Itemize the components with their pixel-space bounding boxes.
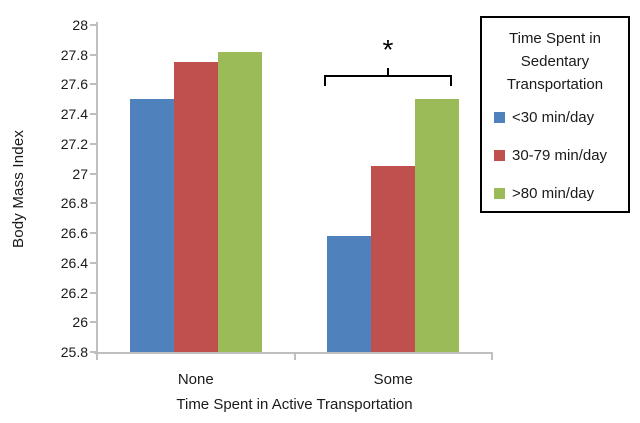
y-tick-label: 27.6 xyxy=(60,76,88,93)
x-tick-mark xyxy=(491,354,493,360)
y-tick-mark xyxy=(90,202,96,205)
y-tick-mark xyxy=(90,142,96,145)
legend-color-swatch xyxy=(494,150,505,161)
y-tick-mark xyxy=(90,24,96,26)
y-tick-mark xyxy=(90,83,96,86)
legend-entry-label: 30-79 min/day xyxy=(512,147,608,164)
bar xyxy=(327,236,372,352)
y-tick-mark xyxy=(90,53,96,56)
y-tick-label: 26.4 xyxy=(60,254,88,271)
category-label: None xyxy=(177,371,214,388)
y-tick-label: 28 xyxy=(72,17,88,33)
y-tick-label: 27.4 xyxy=(60,106,88,123)
y-tick-label: 25.8 xyxy=(60,344,88,360)
legend-entries: <30 min/day 30-79 min/day >80 min/day xyxy=(482,109,628,202)
bar xyxy=(371,166,416,352)
y-tick-label: 26.2 xyxy=(60,284,88,301)
legend-color-swatch xyxy=(494,188,505,199)
x-axis-title: Time Spent in Active Transportation xyxy=(176,396,413,413)
y-tick-label: 26.8 xyxy=(60,195,88,212)
y-axis-title: Body Mass Index xyxy=(10,129,27,248)
legend-entry-label: >80 min/day xyxy=(512,185,595,202)
legend-entry-label: <30 min/day xyxy=(512,109,595,126)
x-tick-mark xyxy=(96,354,98,360)
legend-entry: >80 min/day xyxy=(494,185,628,202)
category-label: Some xyxy=(373,371,413,388)
bar xyxy=(173,62,218,352)
plot-area xyxy=(97,25,492,352)
y-tick-mark xyxy=(90,232,96,235)
y-tick-mark xyxy=(90,172,96,175)
x-axis-line xyxy=(94,352,493,354)
bar xyxy=(129,99,174,352)
y-tick-label: 27 xyxy=(72,165,88,182)
y-tick-mark xyxy=(90,291,96,294)
bracket-center-tick xyxy=(387,68,389,77)
bar xyxy=(217,51,262,352)
legend-title: Time Spent in Sedentary Transportation xyxy=(506,30,604,93)
y-tick-label: 26 xyxy=(72,314,88,331)
y-tick-mark xyxy=(90,113,96,116)
y-tick-mark xyxy=(90,321,96,324)
y-tick-mark xyxy=(90,351,96,353)
y-tick-mark xyxy=(90,261,96,264)
y-tick-label: 27.2 xyxy=(60,135,88,152)
significance-asterisk: * xyxy=(382,34,394,65)
legend: Time Spent in Sedentary Transportation <… xyxy=(480,16,630,213)
bracket-right-hook xyxy=(450,75,452,86)
legend-color-swatch xyxy=(494,112,505,123)
legend-entry: 30-79 min/day xyxy=(494,147,628,164)
y-axis-line xyxy=(96,22,98,353)
bracket-left-hook xyxy=(324,75,326,86)
bar xyxy=(415,99,460,352)
legend-entry: <30 min/day xyxy=(494,109,628,126)
significance-bracket: * xyxy=(324,34,452,88)
x-tick-mark xyxy=(293,354,296,360)
y-tick-label: 26.6 xyxy=(60,225,88,242)
y-tick-label: 27.8 xyxy=(60,46,88,63)
